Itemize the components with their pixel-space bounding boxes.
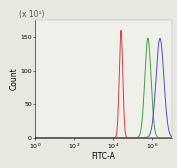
X-axis label: FITC-A: FITC-A	[92, 152, 115, 161]
Y-axis label: Count: Count	[10, 68, 19, 90]
Text: (x 10¹): (x 10¹)	[19, 10, 45, 19]
